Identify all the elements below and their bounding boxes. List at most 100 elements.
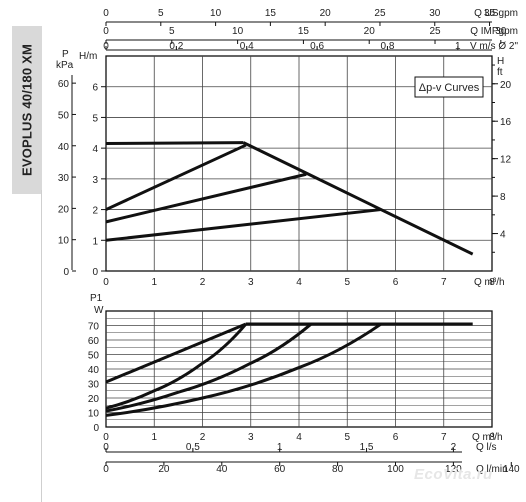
power-curve-3 xyxy=(105,322,313,413)
top-axis-tick-label: 10 xyxy=(210,8,222,19)
power-y-axis-label: P1 xyxy=(90,293,103,304)
power-x-tick-label: 4 xyxy=(296,432,302,443)
top-axis-tick-label: 5 xyxy=(169,26,175,37)
bottom-axis-tick-label: 80 xyxy=(332,464,344,475)
top-axis-tick-label: 20 xyxy=(364,26,376,37)
power-y-tick-label: 70 xyxy=(88,322,100,333)
bottom-axis-tick-label: 140 xyxy=(503,464,520,475)
top-axis-tick-label: 0 xyxy=(103,26,109,37)
top-axis-tick-label: 0,8 xyxy=(381,41,395,52)
ft-tick-label: 16 xyxy=(500,117,512,128)
kpa-axis-unit: kPa xyxy=(56,60,74,71)
kpa-tick-label: 20 xyxy=(58,204,70,215)
legend-frame xyxy=(414,76,484,98)
power-y-tick-label: 60 xyxy=(88,336,100,347)
power-y-tick-label: 20 xyxy=(88,394,100,405)
power-y-tick-label: 30 xyxy=(88,380,100,391)
ft-tick-label: 8 xyxy=(500,192,506,203)
power-y-tick-label: 0 xyxy=(93,423,99,434)
power-curve-1 xyxy=(105,322,247,384)
head-x-axis-label: Q m³/h xyxy=(474,277,505,288)
power-y-axis-unit: W xyxy=(94,305,104,316)
power-x-tick-label: 3 xyxy=(248,432,254,443)
top-axis-tick-label: 30 xyxy=(495,26,507,37)
head-y-tick-label: 3 xyxy=(92,175,98,186)
kpa-tick-label: 50 xyxy=(58,110,70,121)
top-axis-label: V m/s Ø 2" xyxy=(470,41,518,52)
head-x-tick-label: 4 xyxy=(296,277,302,288)
head-x-tick-label: 5 xyxy=(344,277,350,288)
top-axis-tick-label: 0 xyxy=(103,41,109,52)
bottom-axis-tick-label: 1,5 xyxy=(360,442,374,453)
power-curve-4 xyxy=(105,322,382,417)
ft-axis-label: H xyxy=(497,56,504,67)
head-x-tick-label: 0 xyxy=(103,277,109,288)
power-x-tick-label: 1 xyxy=(151,432,157,443)
ft-axis-unit: ft xyxy=(497,67,503,78)
head-y-tick-label: 4 xyxy=(92,144,98,155)
head-x-tick-label: 8 xyxy=(489,277,495,288)
head-y-tick-label: 1 xyxy=(92,236,98,247)
power-y-tick-label: 40 xyxy=(88,365,100,376)
top-axis-tick-label: 0,2 xyxy=(169,41,183,52)
top-axis-tick-label: 0,6 xyxy=(310,41,324,52)
bottom-axis-tick-label: 40 xyxy=(216,464,228,475)
power-x-tick-label: 2 xyxy=(200,432,206,443)
top-axis-label: Q IMPgpm xyxy=(470,26,518,37)
kpa-tick-label: 10 xyxy=(58,236,70,247)
head-curve-1 xyxy=(105,141,244,146)
top-axis-tick-label: 5 xyxy=(158,8,164,19)
title-band xyxy=(12,26,42,194)
power-x-axis-label: Q m³/h xyxy=(472,432,503,443)
curves xyxy=(105,141,474,417)
axis-ticks xyxy=(71,21,512,466)
bottom-axis-tick-label: 100 xyxy=(387,464,404,475)
top-axis-tick-label: 25 xyxy=(374,8,386,19)
side-bar xyxy=(0,0,42,502)
head-y-tick-label: 0 xyxy=(92,267,98,278)
power-y-tick-label: 10 xyxy=(88,409,100,420)
bottom-axis-tick-label: 20 xyxy=(158,464,170,475)
legend-box: Δp-v Curves xyxy=(414,76,484,98)
power-x-tick-label: 6 xyxy=(393,432,399,443)
ft-tick-label: 20 xyxy=(500,80,512,91)
head-curve-4 xyxy=(105,208,382,242)
head-y-tick-label: 5 xyxy=(92,113,98,124)
top-axis-tick-label: 20 xyxy=(320,8,332,19)
power-y-tick-label: 50 xyxy=(88,351,100,362)
head-curve-5 xyxy=(242,141,474,256)
watermark: EcoVita.ru xyxy=(414,466,493,483)
head-x-tick-label: 2 xyxy=(200,277,206,288)
power-x-tick-label: 8 xyxy=(489,432,495,443)
top-axis-tick-label: 0,4 xyxy=(240,41,254,52)
top-axis-tick-label: 10 xyxy=(232,26,244,37)
head-x-tick-label: 7 xyxy=(441,277,447,288)
head-curve-2 xyxy=(105,143,247,211)
ft-tick-label: 12 xyxy=(500,155,512,166)
power-curve-2 xyxy=(105,323,248,410)
side-divider xyxy=(41,190,42,502)
head-y-tick-label: 2 xyxy=(92,206,98,217)
top-axis-label: Q USgpm xyxy=(474,8,518,19)
head-x-tick-label: 3 xyxy=(248,277,254,288)
grid xyxy=(106,56,492,427)
kpa-tick-label: 0 xyxy=(63,267,69,278)
top-axis-tick-label: 1 xyxy=(455,41,461,52)
power-x-tick-label: 7 xyxy=(441,432,447,443)
kpa-tick-label: 40 xyxy=(58,142,70,153)
power-x-tick-label: 0 xyxy=(103,432,109,443)
bottom-axis-tick-label: 2 xyxy=(451,442,457,453)
top-axis-tick-label: 25 xyxy=(429,26,441,37)
head-y-tick-label: 6 xyxy=(92,83,98,94)
kpa-axis-label: P xyxy=(62,49,69,60)
bottom-axis-tick-label: 0 xyxy=(103,464,109,475)
head-x-tick-label: 1 xyxy=(151,277,157,288)
bottom-axis-label: Q l/min xyxy=(476,464,508,475)
bottom-axis-tick-label: 0 xyxy=(103,442,109,453)
top-axis-tick-label: 30 xyxy=(429,8,441,19)
bottom-axis-tick-label: 120 xyxy=(445,464,462,475)
bottom-axis-label: Q l/s xyxy=(476,442,497,453)
top-axis-tick-label: 15 xyxy=(298,26,310,37)
kpa-tick-label: 60 xyxy=(58,79,70,90)
ft-tick-label: 4 xyxy=(500,230,506,241)
